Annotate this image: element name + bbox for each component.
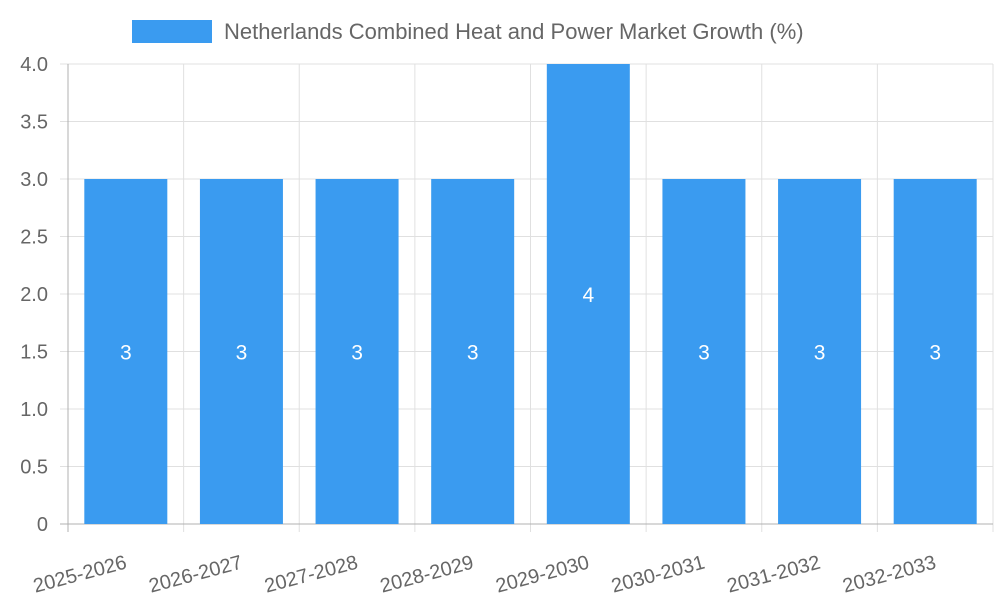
x-tick-label: 2029-2030 [494, 552, 592, 598]
x-tick-label: 2025-2026 [31, 552, 129, 598]
y-tick-labels: 0 0.5 1.0 1.5 2.0 2.5 3.0 3.5 4.0 [20, 54, 48, 536]
x-tick-label: 2026-2027 [147, 552, 245, 598]
x-tick-label: 2032-2033 [840, 552, 938, 598]
bar[interactable] [893, 179, 977, 524]
bar[interactable] [778, 179, 862, 524]
y-tick-label: 3.5 [20, 112, 48, 134]
bar[interactable] [84, 179, 168, 524]
x-tick-label: 2027-2028 [262, 552, 360, 598]
x-tick-label: 2031-2032 [725, 552, 823, 598]
x-tick-label: 2030-2031 [609, 552, 707, 598]
bar[interactable] [199, 179, 283, 524]
y-tick-label: 1.0 [20, 399, 48, 421]
y-tick-label: 0 [37, 514, 48, 536]
y-tick-label: 0.5 [20, 457, 48, 479]
y-tick-label: 1.5 [20, 342, 48, 364]
data-label: 3 [467, 342, 479, 365]
y-tick-label: 2.5 [20, 227, 48, 249]
bar[interactable] [546, 64, 630, 524]
data-label: 3 [929, 342, 941, 365]
bar[interactable] [431, 179, 515, 524]
bar[interactable] [662, 179, 746, 524]
y-tick-label: 2.0 [20, 284, 48, 306]
data-label: 3 [814, 342, 826, 365]
bars [84, 64, 977, 524]
data-label: 4 [582, 284, 594, 307]
data-label: 3 [236, 342, 248, 365]
data-label: 3 [351, 342, 363, 365]
y-tick-label: 4.0 [20, 54, 48, 76]
legend-label: Netherlands Combined Heat and Power Mark… [224, 19, 804, 44]
bar[interactable] [315, 179, 399, 524]
x-tick-label: 2028-2029 [378, 552, 476, 598]
data-labels: 3 3 3 3 4 3 3 3 [120, 284, 941, 365]
y-tick-label: 3.0 [20, 169, 48, 191]
legend[interactable]: Netherlands Combined Heat and Power Mark… [132, 19, 804, 44]
data-label: 3 [698, 342, 710, 365]
x-tick-labels: 2025-2026 2026-2027 2027-2028 2028-2029 2029… [31, 552, 938, 598]
data-label: 3 [120, 342, 132, 365]
legend-swatch [132, 20, 212, 43]
